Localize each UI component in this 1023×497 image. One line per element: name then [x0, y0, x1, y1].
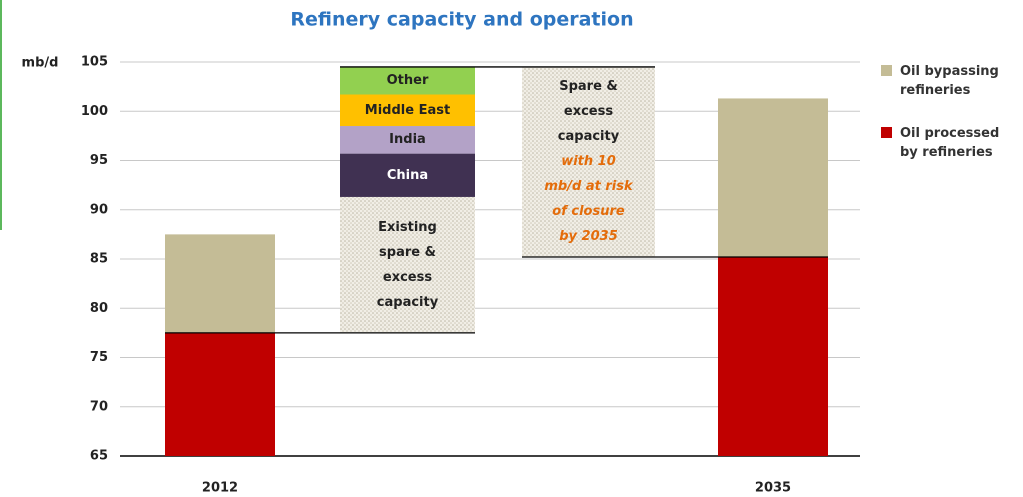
segment-name: Spare & excess capacity: [557, 79, 620, 145]
segment-name: China: [386, 167, 429, 183]
segment-label: Existing spare & excess capacity: [340, 197, 475, 333]
segment-name: India: [389, 132, 426, 148]
segment-name: Other: [386, 73, 429, 89]
chart-title: Refinery capacity and operation: [290, 9, 633, 31]
segment-name: Middle East: [364, 102, 451, 118]
segment-label: India: [340, 126, 475, 154]
legend-label: Oil bypassing refineries: [900, 64, 999, 98]
y-tick-label: 100: [81, 104, 108, 119]
segment-label: Spare & excess capacity with 10 mb/d at r…: [522, 67, 655, 257]
y-axis-label: mb/d: [22, 56, 59, 71]
segment-label: Middle East: [340, 95, 475, 127]
bar-segment: [522, 66, 655, 258]
bar-segment: [165, 234, 275, 333]
y-tick-label: 80: [90, 301, 108, 316]
bar-segment: [340, 66, 475, 95]
segment-label: China: [340, 154, 475, 197]
legend-swatch: [881, 127, 892, 138]
y-tick-label: 70: [90, 399, 108, 414]
bar-segment: [340, 196, 475, 333]
y-tick-label: 65: [90, 449, 108, 464]
y-tick-label: 95: [90, 153, 108, 168]
x-tick-label: 2012: [202, 481, 238, 496]
y-tick-label: 75: [90, 350, 108, 365]
segment-name: Existing spare & excess capacity: [376, 219, 439, 310]
bar-segment: [718, 257, 828, 456]
legend-swatch: [881, 65, 892, 76]
y-tick-label: 85: [90, 252, 108, 267]
bar-segment: [718, 98, 828, 258]
bar-segment: [165, 332, 275, 456]
bar-segment: [340, 94, 475, 127]
segment-label: Other: [340, 67, 475, 95]
segment-note: with 10 mb/d at risk of closure by 2035: [544, 154, 633, 245]
bar-segment: [340, 153, 475, 197]
legend-label: Oil processed by refineries: [900, 126, 1000, 160]
x-tick-label: 2035: [755, 481, 791, 496]
y-tick-label: 105: [81, 55, 108, 70]
y-tick-label: 90: [90, 202, 108, 217]
bar-segment: [340, 126, 475, 154]
